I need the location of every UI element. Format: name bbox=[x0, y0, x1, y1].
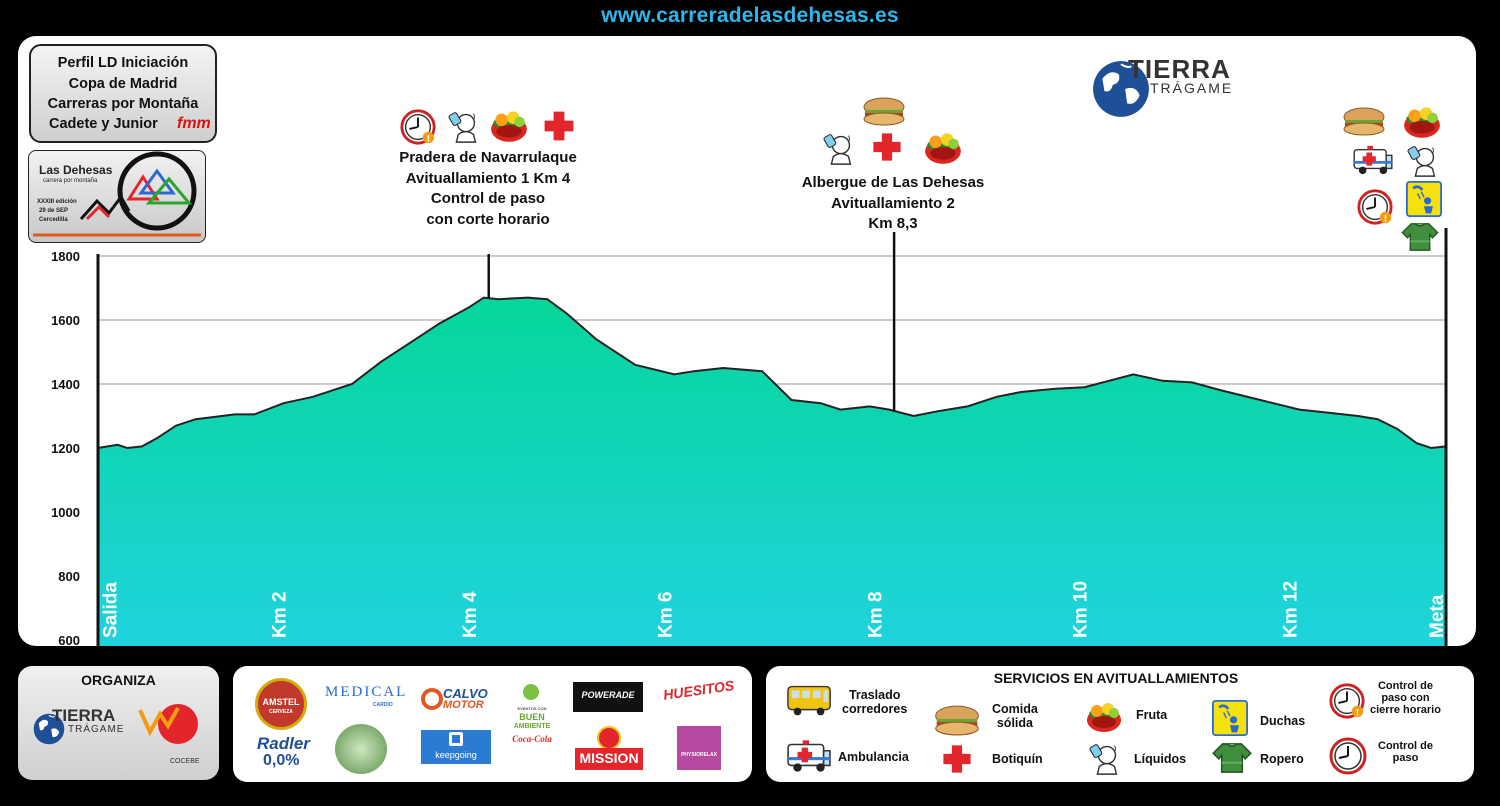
medical-label: MEDICAL bbox=[325, 684, 408, 700]
aid1-annotation: Pradera de Navarrulaque Avituallamiento … bbox=[358, 148, 618, 230]
services-title: SERVICIOS EN AVITUALLAMIENTOS bbox=[993, 670, 1239, 686]
clock-control-icon bbox=[1328, 682, 1366, 720]
race-title-box: Perfil LD Iniciación Copa de Madrid Carr… bbox=[29, 44, 217, 143]
physiorelax-logo: PHYSIORELAX bbox=[677, 726, 721, 770]
services-legend-box: SERVICIOS EN AVITUALLAMIENTOS Traslado c… bbox=[766, 666, 1474, 782]
legend-ambulancia: Ambulancia bbox=[838, 750, 909, 764]
title-line-1: Perfil LD Iniciación bbox=[57, 55, 189, 71]
amstel-sub: CERVEZA bbox=[269, 709, 293, 715]
physiorelax-label: PHYSIORELAX bbox=[681, 752, 717, 758]
buen-label-2: BUEN bbox=[519, 712, 545, 722]
keepgoing-logo: keepgoing bbox=[421, 730, 491, 764]
elevation-chart: Salida Km 2 Km 4 Km 6 Km 8 Km 10 Km 12 Meta 180… bbox=[51, 228, 1448, 646]
calvo-label: CALVO bbox=[443, 686, 488, 701]
legend-traslado: Traslado corredores bbox=[842, 688, 908, 716]
y-tick-label: 1600 bbox=[51, 313, 80, 328]
ambulance-icon bbox=[786, 738, 832, 774]
organiza-logo-1-word1: TIERRA bbox=[52, 706, 116, 725]
aid2-line-3: Km 8,3 bbox=[868, 215, 918, 232]
radler-sub: 0,0% bbox=[263, 752, 300, 769]
cocebe-label: COCEBE bbox=[170, 758, 200, 765]
shower-icon bbox=[1212, 700, 1248, 736]
legend-ropero: Ropero bbox=[1260, 752, 1304, 766]
title-line-2: Copa de Madrid bbox=[68, 76, 178, 92]
buen-label-1: EVENTOS CON bbox=[517, 706, 547, 711]
bus-icon bbox=[786, 682, 834, 718]
x-tick-label: Km 8 bbox=[866, 592, 887, 638]
race-logo-date: 29 de SEP bbox=[39, 208, 69, 214]
powerade-logo: POWERADE bbox=[573, 682, 643, 712]
water-icon bbox=[1086, 738, 1124, 776]
tierra-tragame-logo: TIERRA TRÁGAME bbox=[1090, 54, 1250, 134]
title-line-3: Carreras por Montaña bbox=[47, 96, 199, 112]
x-tick-label: Km 6 bbox=[656, 592, 677, 638]
legend-control-cierre: Control de paso con cierre horario bbox=[1370, 680, 1441, 716]
y-tick-label: 600 bbox=[58, 633, 80, 646]
legend-liquidos: Líquidos bbox=[1134, 752, 1187, 766]
legend-botiquin: Botiquín bbox=[992, 752, 1043, 766]
aid2-line-2: Avituallamiento 2 bbox=[831, 194, 955, 212]
mission-logo: MISSION bbox=[575, 726, 643, 770]
club-logo bbox=[335, 724, 387, 774]
x-tick-label: Km 4 bbox=[460, 591, 481, 638]
x-tick-label: Salida bbox=[101, 582, 122, 638]
brand-word-1: TIERRA bbox=[1128, 54, 1231, 84]
race-logo-name: Las Dehesas bbox=[39, 163, 113, 177]
radler-label: Radler bbox=[257, 734, 310, 753]
legend-comida: Comida sólida bbox=[992, 702, 1038, 730]
sweater-icon bbox=[1210, 742, 1254, 774]
cocebe-logo bbox=[138, 704, 198, 744]
first-aid-cross-icon bbox=[940, 742, 974, 776]
brand-word-2: TRÁGAME bbox=[1150, 80, 1234, 96]
cocacola-label: Coca-Cola bbox=[512, 734, 552, 744]
fruit-bowl-icon bbox=[1084, 696, 1124, 736]
race-logo-subtitle: carrera por montaña bbox=[43, 178, 98, 184]
amstel-label: AMSTEL bbox=[262, 697, 300, 707]
y-tick-label: 1800 bbox=[51, 249, 80, 264]
huesitos-label: HUESITOS bbox=[662, 677, 736, 703]
organiza-title: ORGANIZA bbox=[81, 672, 156, 688]
buen-ambiente-logo: EVENTOS CON BUEN AMBIENTE Coca-Cola bbox=[509, 684, 555, 764]
sandwich-icon bbox=[932, 704, 982, 736]
legend-control: Control de paso bbox=[1378, 740, 1433, 764]
x-tick-label: Km 12 bbox=[1281, 581, 1302, 638]
sponsors-box: AMSTEL CERVEZA Radler 0,0% MEDICAL CARDI… bbox=[233, 666, 752, 782]
race-logo-mountains bbox=[33, 151, 201, 237]
elevation-area bbox=[98, 297, 1446, 646]
x-tick-label: Meta bbox=[1427, 594, 1448, 638]
motor-label: MOTOR bbox=[443, 699, 484, 711]
organiza-box: ORGANIZA TIERRA TRÁGAME COCEBE bbox=[18, 666, 219, 780]
race-logo-edition: XXXIII edición bbox=[37, 199, 77, 205]
elevation-line bbox=[97, 296, 1447, 450]
calvo-motor-logo: CALVO MOTOR bbox=[421, 686, 495, 714]
fmm-logo: fmm bbox=[177, 115, 211, 132]
clock-control-plain-icon bbox=[1328, 736, 1368, 776]
amstel-logo: AMSTEL CERVEZA bbox=[255, 678, 307, 730]
keepgoing-label: keepgoing bbox=[435, 750, 477, 760]
y-tick-label: 1200 bbox=[51, 441, 80, 456]
aid1-line-3: Control de paso bbox=[430, 190, 546, 207]
x-tick-label: Km 2 bbox=[270, 592, 291, 638]
y-tick-label: 1400 bbox=[51, 377, 80, 392]
organiza-logo-1-word2: TRÁGAME bbox=[68, 724, 125, 735]
y-tick-label: 1000 bbox=[51, 505, 80, 520]
aid1-line-4: con corte horario bbox=[426, 210, 550, 228]
aid1-line-1: Pradera de Navarrulaque bbox=[399, 149, 577, 166]
aid1-line-2: Avituallamiento 1 Km 4 bbox=[405, 169, 571, 187]
legend-duchas: Duchas bbox=[1260, 714, 1306, 728]
race-logo-box: Las Dehesas carrera por montaña XXXIII e… bbox=[28, 150, 206, 243]
x-tick-label: Km 10 bbox=[1071, 581, 1092, 638]
buen-label-3: AMBIENTE bbox=[513, 723, 551, 730]
website-url[interactable]: www.carreradelasdehesas.es bbox=[601, 4, 899, 27]
medical-sub: CARDIO bbox=[373, 702, 393, 708]
y-tick-label: 800 bbox=[58, 569, 80, 584]
mission-label: MISSION bbox=[579, 750, 639, 766]
race-logo-place: Cercedilla bbox=[39, 217, 68, 223]
aid2-annotation: Albergue de Las Dehesas Avituallamiento … bbox=[778, 173, 1008, 235]
powerade-label: POWERADE bbox=[581, 690, 635, 700]
elevation-profile-panel: Perfil LD Iniciación Copa de Madrid Carr… bbox=[18, 36, 1476, 646]
title-line-4: Cadete y Junior bbox=[49, 116, 158, 132]
legend-fruta: Fruta bbox=[1136, 708, 1168, 722]
aid2-line-1: Albergue de Las Dehesas bbox=[801, 174, 985, 191]
